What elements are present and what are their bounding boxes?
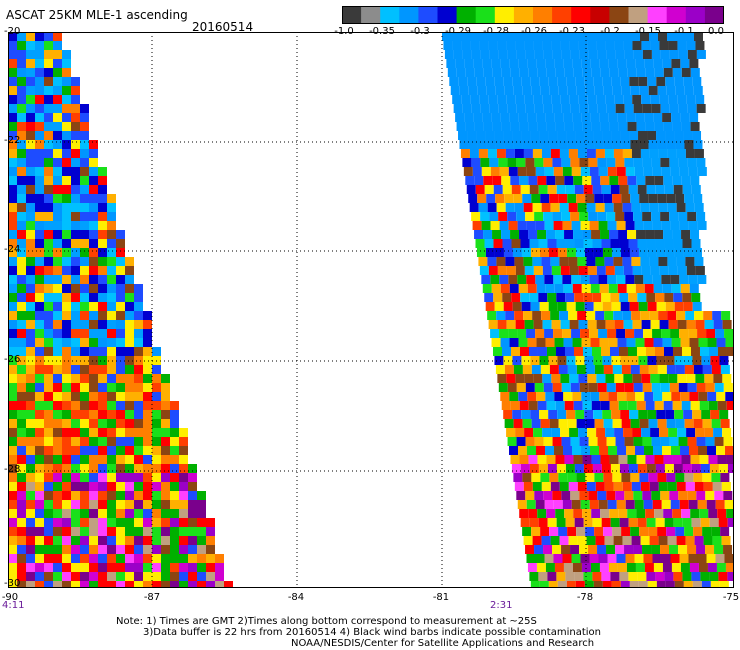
footnote-line: NOAA/NESDIS/Center for Satellite Applica… [291, 638, 595, 649]
colorbar-segment [399, 6, 419, 24]
colorbar-label: -0.1 [674, 26, 694, 37]
footnotes: Note: 1) Times are GMT 2)Times along bot… [116, 616, 601, 649]
map-frame [8, 32, 734, 588]
x-tick-label: -87 [143, 592, 161, 603]
colorbar-segment [704, 6, 724, 24]
wind-cells [8, 32, 734, 588]
x-tick-label: -84 [287, 592, 305, 603]
colorbar-label: -0.26 [521, 26, 547, 37]
colorbar-label: -0.29 [445, 26, 471, 37]
colorbar-segment [552, 6, 572, 24]
swath-time-right: 2:31 [490, 600, 513, 611]
y-tick-label: -30 [4, 578, 21, 589]
product-title: ASCAT 25KM MLE-1 ascending [6, 8, 188, 22]
colorbar-label: -0.2 [600, 26, 620, 37]
colorbar-label: 0.0 [708, 26, 724, 37]
colorbar-segment [628, 6, 649, 24]
swath-time-left: 4:11 [2, 600, 25, 611]
colorbar-segment [342, 6, 362, 24]
colorbar-label: -1.0 [334, 26, 354, 37]
x-tick-label: -90 [1, 592, 19, 603]
colorbar-segment [533, 6, 553, 24]
colorbar-segment [380, 6, 400, 24]
colorbar-segment [647, 6, 668, 24]
footnote-line: 3)Data buffer is 22 hrs from 20160514 4)… [143, 627, 601, 638]
colorbar-segment [609, 6, 629, 24]
colorbar [342, 6, 724, 24]
footnote-line: Note: 1) Times are GMT 2)Times along bot… [116, 616, 537, 627]
y-tick-label: -26 [4, 354, 21, 365]
colorbar-segment [456, 6, 477, 24]
colorbar-segment [361, 6, 381, 24]
x-tick-label: -78 [576, 592, 594, 603]
product-date: 20160514 [192, 20, 254, 34]
colorbar-label: -0.3 [410, 26, 430, 37]
y-tick-label: -22 [4, 135, 21, 146]
lat-lon-grid [8, 32, 734, 588]
colorbar-segment [418, 6, 438, 24]
colorbar-labels: -1.0 -0.35 -0.3 -0.29 -0.28 -0.26 -0.23 … [330, 26, 730, 40]
colorbar-label: -0.35 [369, 26, 395, 37]
colorbar-segment [494, 6, 515, 24]
colorbar-segment [666, 6, 687, 24]
colorbar-label: -0.23 [559, 26, 585, 37]
x-tick-label: -75 [722, 592, 740, 603]
scatterometer-map [8, 32, 734, 588]
colorbar-segment [590, 6, 610, 24]
colorbar-segment [571, 6, 591, 24]
y-tick-label: -28 [4, 464, 21, 475]
colorbar-label: -0.15 [635, 26, 661, 37]
colorbar-segment [513, 6, 534, 24]
colorbar-segment [437, 6, 458, 24]
y-tick-label: -24 [4, 244, 21, 255]
colorbar-segment [475, 6, 496, 24]
colorbar-segment [685, 6, 706, 24]
colorbar-label: -0.28 [483, 26, 509, 37]
y-tick-label: -20 [4, 26, 21, 37]
x-tick-label: -81 [432, 592, 450, 603]
